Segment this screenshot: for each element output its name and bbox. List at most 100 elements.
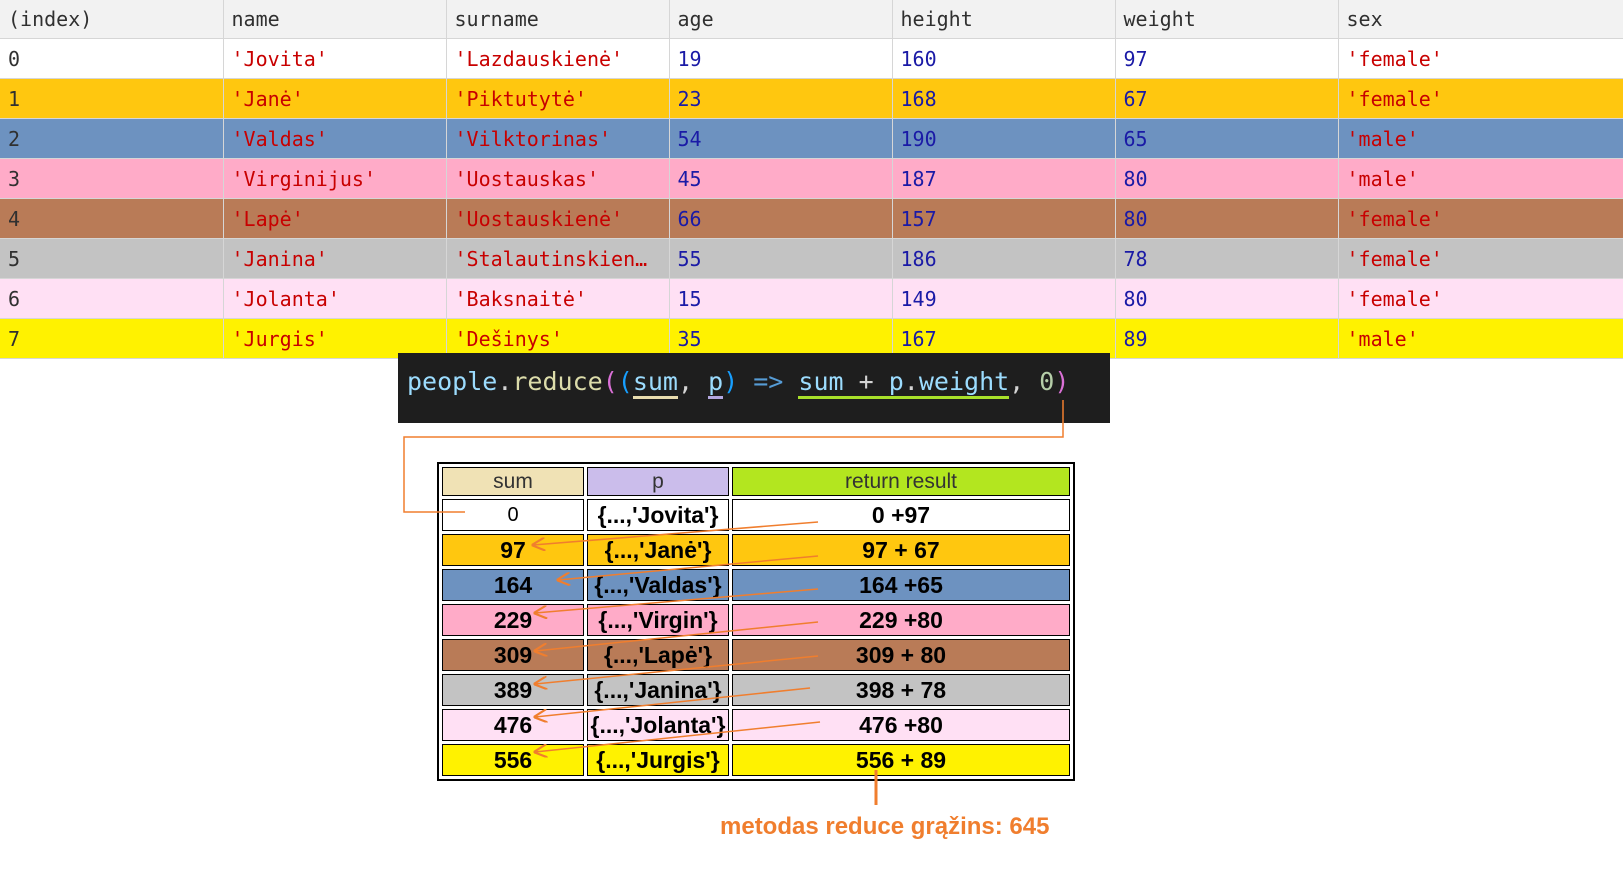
cell-weight: 65 (1115, 118, 1339, 159)
trace-header-sum: sum (442, 467, 584, 496)
cell-name: 'Valdas' (223, 118, 447, 159)
code-object: people (407, 367, 498, 396)
trace-cell-p: {...,'Jolanta'} (587, 709, 729, 741)
cell-age: 15 (669, 278, 893, 319)
cell-index: 0 (0, 38, 224, 79)
trace-table: sum p return result 0 {...,'Jovita'} 0 +97… (437, 462, 1075, 781)
header-name: name (223, 0, 447, 39)
cell-surname: 'Uostauskienė' (446, 198, 670, 239)
code-arrow: => (738, 367, 799, 396)
trace-cell-result: 309 + 80 (732, 639, 1070, 671)
cell-sex: 'female' (1338, 238, 1623, 279)
code-method: reduce (512, 367, 603, 396)
trace-header-p: p (587, 467, 729, 496)
cell-height: 157 (892, 198, 1116, 239)
cell-height: 160 (892, 38, 1116, 79)
console-row: 6 'Jolanta' 'Baksnaitė' 15 149 80'female' (0, 278, 1623, 319)
header-sex: sex (1338, 0, 1623, 39)
cell-weight: 67 (1115, 78, 1339, 119)
console-header-row: (index) name surname age height weight s… (0, 0, 1623, 39)
header-index: (index) (0, 0, 224, 39)
cell-weight: 80 (1115, 198, 1339, 239)
trace-row: 164 {...,'Valdas'} 164 +65 (442, 569, 1070, 601)
trace-row: 389 {...,'Janina'} 398 + 78 (442, 674, 1070, 706)
code-comma: , (677, 367, 709, 396)
header-height: height (892, 0, 1116, 39)
cell-sex: 'male' (1338, 318, 1623, 359)
console-row: 3 'Virginijus' 'Uostauskas' 45 187 80'male' (0, 158, 1623, 199)
console-table: (index) name surname age height weight s… (0, 0, 1623, 359)
trace-row: 229 {...,'Virgin'} 229 +80 (442, 604, 1070, 636)
code-body-p: p (888, 367, 904, 396)
trace-cell-sum: 309 (442, 639, 584, 671)
code-initial-value: 0 (1039, 367, 1055, 396)
trace-row: 556 {...,'Jurgis'} 556 + 89 (442, 744, 1070, 776)
console-row: 1 'Janė' 'Piktutytė' 23 168 67'female' (0, 78, 1623, 119)
trace-row: 97 {...,'Janė'} 97 + 67 (442, 534, 1070, 566)
cell-index: 2 (0, 118, 224, 159)
cell-sex: 'female' (1338, 78, 1623, 119)
cell-sex: 'female' (1338, 38, 1623, 79)
cell-name: 'Jolanta' (223, 278, 447, 319)
code-dot: . (497, 367, 513, 396)
trace-row: 309 {...,'Lapė'} 309 + 80 (442, 639, 1070, 671)
trace-cell-result: 164 +65 (732, 569, 1070, 601)
cell-name: 'Virginijus' (223, 158, 447, 199)
trace-body: 0 {...,'Jovita'} 0 +97 97 {...,'Janė'} 97 + 6… (442, 499, 1070, 776)
cell-height: 149 (892, 278, 1116, 319)
cell-age: 54 (669, 118, 893, 159)
trace-header-row: sum p return result (442, 467, 1070, 496)
console-row: 2 'Valdas' 'Vilktorinas' 54 190 65'male' (0, 118, 1623, 159)
console-row: 7 'Jurgis' 'Dešinys' 35 167 89'male' (0, 318, 1623, 359)
trace-row: 476 {...,'Jolanta'} 476 +80 (442, 709, 1070, 741)
header-age: age (669, 0, 893, 39)
trace-cell-result: 0 +97 (732, 499, 1070, 531)
trace-cell-p: {...,'Virgin'} (587, 604, 729, 636)
cell-index: 7 (0, 318, 224, 359)
code-paren: ( (617, 367, 633, 396)
cell-name: 'Janina' (223, 238, 447, 279)
header-surname: surname (446, 0, 670, 39)
cell-name: 'Lapė' (223, 198, 447, 239)
cell-name: 'Janė' (223, 78, 447, 119)
cell-weight: 80 (1115, 158, 1339, 199)
cell-index: 6 (0, 278, 224, 319)
trace-cell-result: 97 + 67 (732, 534, 1070, 566)
code-paren: ( (602, 367, 618, 396)
cell-sex: 'male' (1338, 118, 1623, 159)
code-plus: + (843, 367, 889, 396)
cell-height: 190 (892, 118, 1116, 159)
cell-sex: 'female' (1338, 198, 1623, 239)
trace-cell-sum: 556 (442, 744, 584, 776)
cell-name: 'Jurgis' (223, 318, 447, 359)
cell-sex: 'female' (1338, 278, 1623, 319)
cell-weight: 78 (1115, 238, 1339, 279)
trace-cell-p: {...,'Janina'} (587, 674, 729, 706)
cell-weight: 97 (1115, 38, 1339, 79)
trace-header-result: return result (732, 467, 1070, 496)
trace-cell-p: {...,'Valdas'} (587, 569, 729, 601)
cell-age: 66 (669, 198, 893, 239)
trace-cell-sum: 476 (442, 709, 584, 741)
cell-height: 186 (892, 238, 1116, 279)
cell-surname: 'Baksnaitė' (446, 278, 670, 319)
cell-age: 35 (669, 318, 893, 359)
final-result-text: metodas reduce grąžins: 645 (720, 813, 1050, 840)
trace-cell-sum: 389 (442, 674, 584, 706)
trace-cell-sum: 97 (442, 534, 584, 566)
trace-cell-p: {...,'Lapė'} (587, 639, 729, 671)
code-dot: . (903, 367, 919, 396)
code-comma: , (1009, 367, 1040, 396)
code-paren: ) (723, 367, 739, 396)
cell-height: 168 (892, 78, 1116, 119)
console-body: 0 'Jovita' 'Lazdauskienė' 19 160 97'female' 1 '… (0, 38, 1623, 359)
code-body-weight: weight (918, 367, 1010, 396)
trace-cell-result: 398 + 78 (732, 674, 1070, 706)
cell-surname: 'Piktutytė' (446, 78, 670, 119)
cell-height: 187 (892, 158, 1116, 199)
code-param-sum: sum (632, 367, 678, 399)
cell-surname: 'Lazdauskienė' (446, 38, 670, 79)
cell-surname: 'Stalautinskien… (446, 238, 670, 279)
code-param-p: p (708, 367, 724, 399)
trace-cell-result: 229 +80 (732, 604, 1070, 636)
